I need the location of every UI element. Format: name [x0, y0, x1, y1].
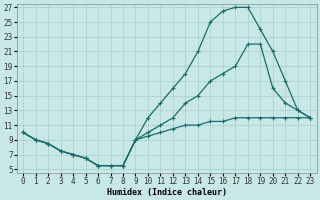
- X-axis label: Humidex (Indice chaleur): Humidex (Indice chaleur): [107, 188, 227, 197]
